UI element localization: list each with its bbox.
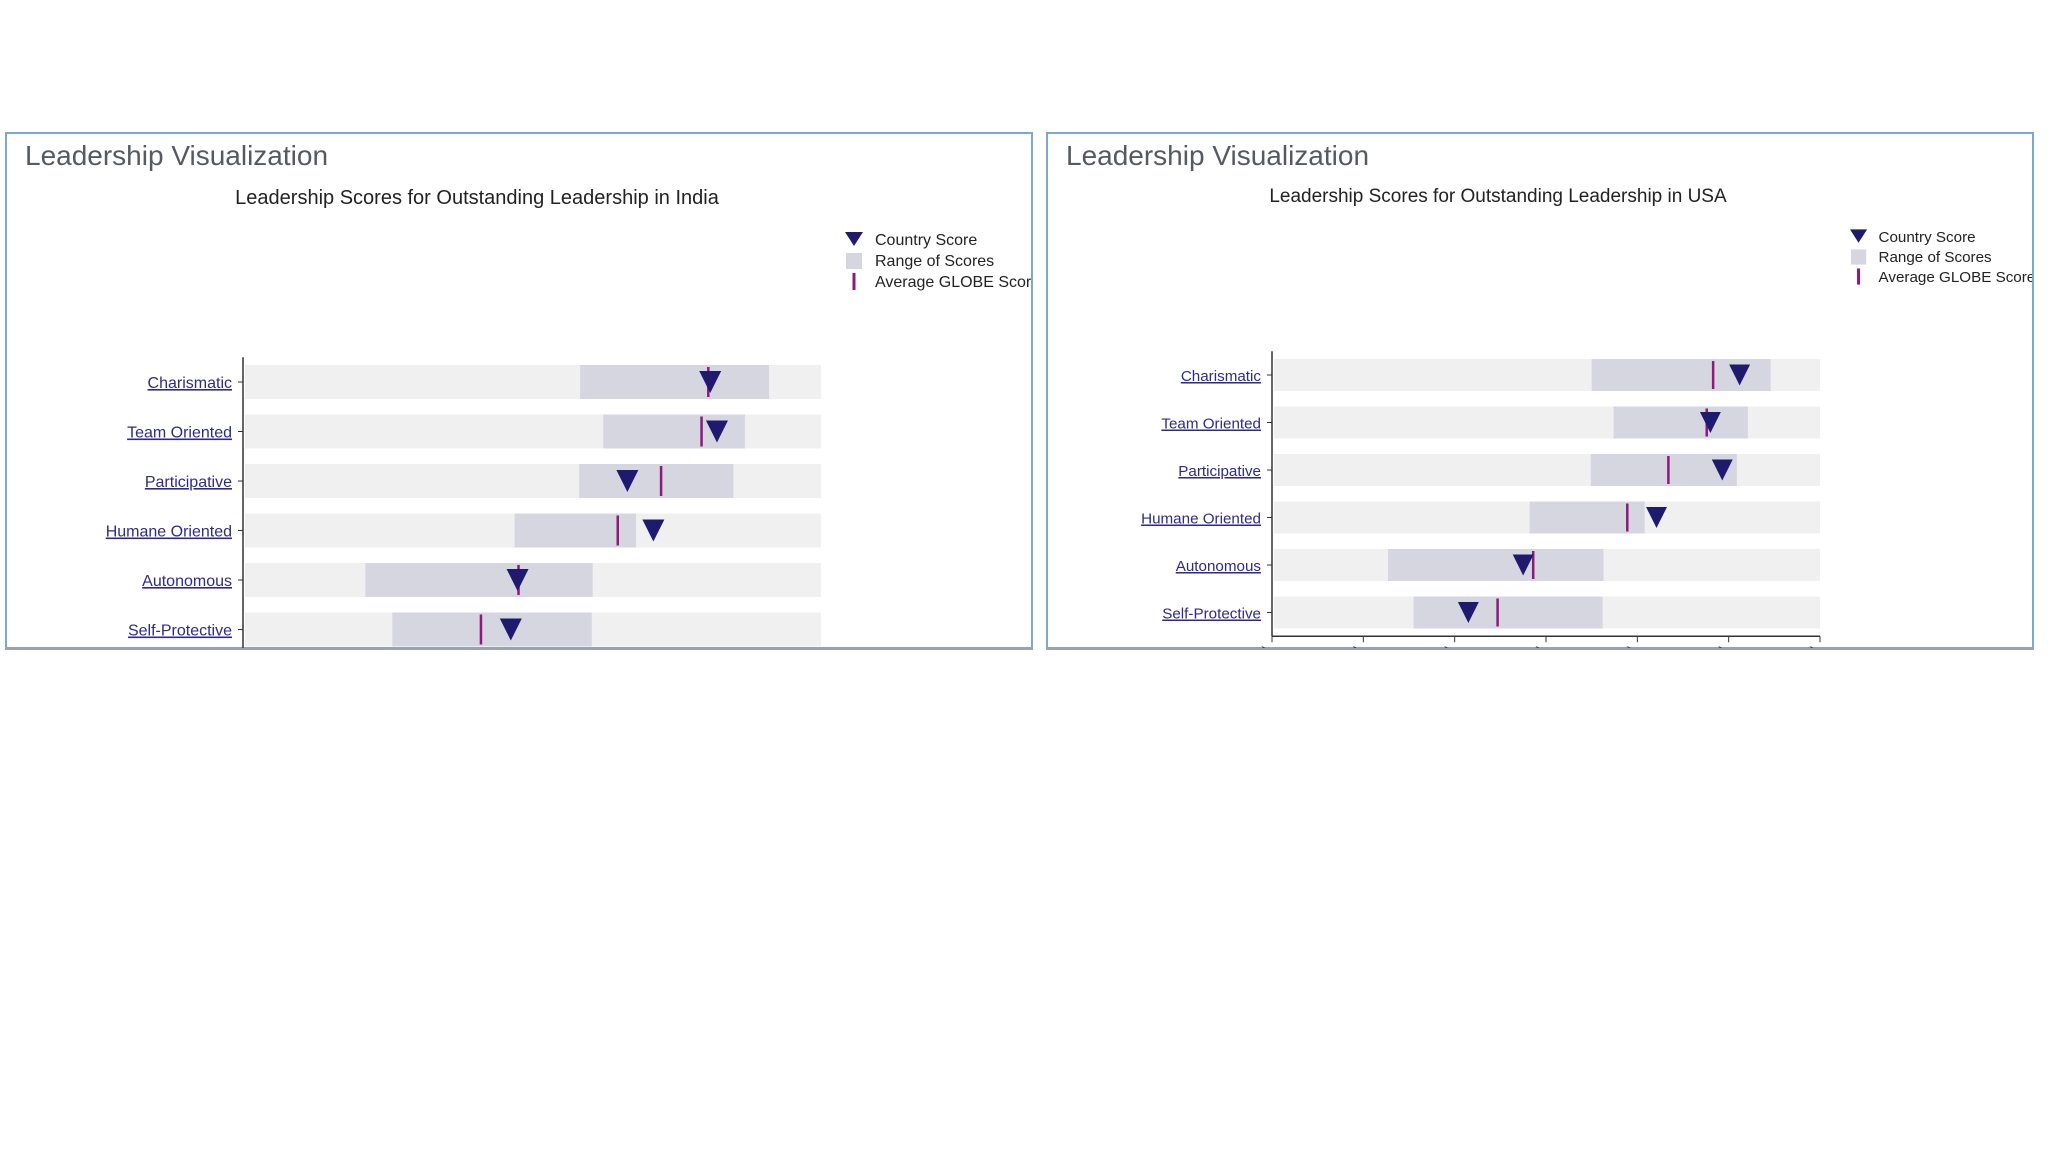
- range-bar: [1387, 549, 1604, 581]
- category-label-participative[interactable]: Participative: [145, 474, 232, 491]
- panel-title: Leadership Visualization: [25, 140, 329, 171]
- country-score-marker: [1699, 412, 1721, 433]
- legend-globe-label: Average GLOBE Score: [875, 274, 1031, 291]
- x-tick-label: contributes slightly (5): [1505, 643, 1637, 648]
- chart-title: Leadership Scores for Outstanding Leader…: [1269, 186, 1727, 207]
- x-tick-label: greatly inhibits (1): [1163, 643, 1272, 648]
- range-bar: [1413, 596, 1603, 629]
- country-score-marker: [499, 618, 522, 641]
- track-bar: [245, 464, 821, 498]
- x-tick-label: contributes greatly (7): [1688, 643, 1820, 648]
- category-label-autonomous[interactable]: Autonomous: [1176, 558, 1262, 575]
- india-chart: Leadership Scores for Outstanding Leader…: [106, 187, 1031, 648]
- range-bar: [603, 414, 745, 449]
- panel-title: Leadership Visualization: [1066, 140, 1370, 171]
- range-bar: [1590, 454, 1737, 486]
- india-panel: Leadership Visualization Leadership Scor…: [5, 132, 1033, 650]
- x-tick-label: slightly inhibits (3): [1345, 643, 1454, 648]
- range-bar: [579, 464, 734, 498]
- legend-range-label: Range of Scores: [875, 253, 994, 270]
- x-tick-label: has no impact (4): [1439, 643, 1546, 648]
- category-label-autonomous[interactable]: Autonomous: [142, 573, 232, 590]
- country-score-marker: [1729, 364, 1751, 386]
- legend-country-label: Country Score: [875, 232, 977, 249]
- category-label-charismatic[interactable]: Charismatic: [1181, 368, 1262, 385]
- legend-globe-label: Average GLOBE Score: [1879, 269, 2033, 286]
- category-label-participative[interactable]: Participative: [1178, 463, 1261, 480]
- range-bar: [392, 612, 592, 647]
- country-score-marker: [699, 371, 722, 393]
- country-score-marker: [642, 519, 665, 542]
- category-label-self-protective[interactable]: Self-Protective: [1162, 606, 1261, 623]
- legend-country-icon: [845, 232, 863, 246]
- range-bar: [1529, 501, 1645, 534]
- range-bar: [1613, 406, 1748, 439]
- category-label-humane-oriented[interactable]: Humane Oriented: [1141, 511, 1261, 528]
- category-label-self-protective[interactable]: Self-Protective: [128, 623, 232, 640]
- range-bar: [365, 563, 593, 597]
- chart-title: Leadership Scores for Outstanding Leader…: [235, 187, 720, 209]
- legend-range-label: Range of Scores: [1879, 249, 1993, 266]
- category-label-team-oriented[interactable]: Team Oriented: [127, 425, 232, 442]
- country-score-marker: [705, 420, 728, 443]
- country-score-marker: [1512, 554, 1534, 576]
- legend-country-label: Country Score: [1879, 229, 1976, 246]
- category-label-team-oriented[interactable]: Team Oriented: [1161, 416, 1261, 433]
- x-tick-label: somewhat inhibits (2): [1234, 643, 1363, 648]
- legend-country-icon: [1850, 229, 1868, 243]
- country-score-marker: [1646, 507, 1667, 528]
- category-label-humane-oriented[interactable]: Humane Oriented: [106, 524, 232, 541]
- legend-range-icon: [846, 253, 862, 269]
- track-bar: [1274, 454, 1820, 486]
- range-bar: [514, 513, 637, 548]
- usa-chart: Leadership Scores for Outstanding Leader…: [1141, 186, 2033, 648]
- range-bar: [580, 365, 769, 399]
- country-score-marker: [506, 569, 529, 591]
- x-tick-label: contributes somewhat (6): [1577, 643, 1729, 648]
- country-score-marker: [1457, 602, 1479, 623]
- country-score-marker: [616, 470, 639, 492]
- country-score-marker: [1711, 459, 1733, 481]
- legend-range-icon: [1851, 249, 1867, 265]
- category-label-charismatic[interactable]: Charismatic: [148, 375, 232, 392]
- usa-panel: Leadership Visualization Leadership Scor…: [1046, 132, 2034, 650]
